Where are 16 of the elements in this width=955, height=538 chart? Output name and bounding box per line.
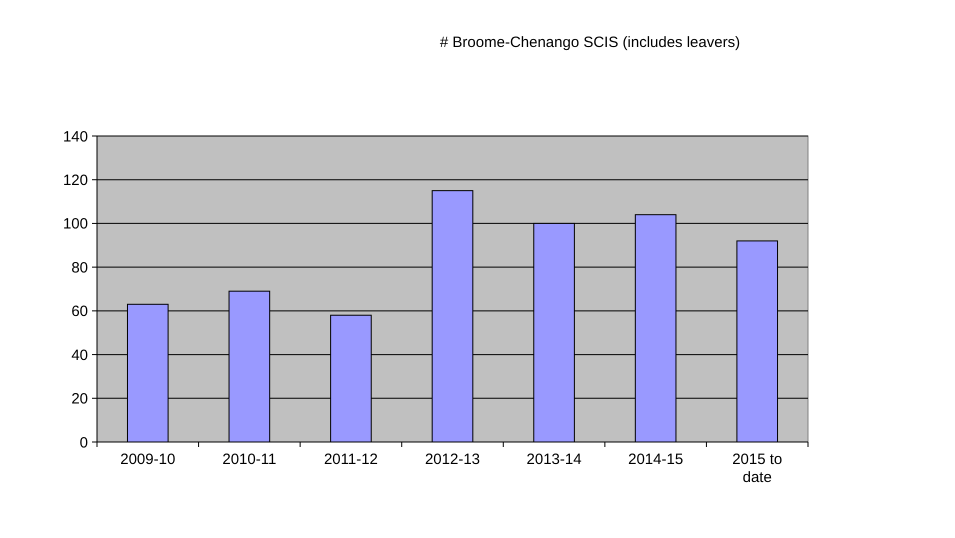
- x-tick-label: 2010-11: [222, 451, 276, 468]
- y-tick-label: 120: [62, 172, 88, 189]
- x-tick-label: 2011-12: [324, 451, 378, 468]
- x-tick-label: 2009-10: [120, 451, 176, 468]
- y-tick-label: 100: [62, 216, 88, 233]
- x-tick-label: 2014-15: [628, 451, 684, 468]
- y-tick-label: 60: [71, 303, 88, 320]
- x-tick-label: 2013-14: [526, 451, 582, 468]
- y-tick-label: 80: [71, 259, 88, 276]
- y-tick-label: 0: [80, 434, 88, 452]
- y-tick-label: 40: [71, 346, 88, 364]
- chart-title: # Broome-Chenango SCIS (includes leavers): [440, 34, 740, 51]
- x-tick-label: 2015 to date: [732, 451, 782, 486]
- y-tick-label: 140: [62, 128, 88, 146]
- x-tick-label: 2012-13: [424, 451, 480, 468]
- y-tick-label: 20: [71, 390, 88, 408]
